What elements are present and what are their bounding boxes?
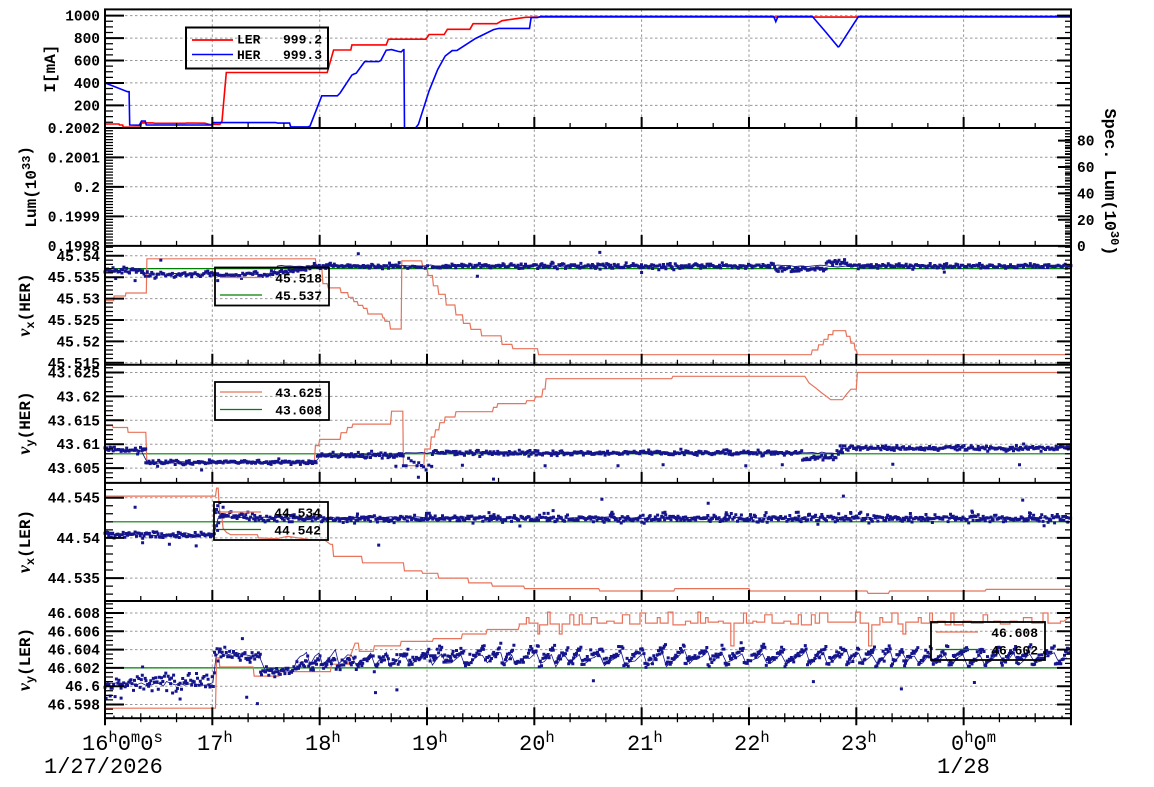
svg-text:45.535: 45.535 (48, 271, 100, 287)
svg-text:Spec. Lum(1030): Spec. Lum(1030) (1099, 108, 1121, 255)
svg-text:20: 20 (1077, 214, 1094, 230)
svg-text:LER: LER (237, 33, 261, 48)
svg-text:νx(LER): νx(LER) (14, 510, 38, 573)
svg-text:0.2: 0.2 (74, 181, 100, 197)
svg-text:45.54: 45.54 (56, 250, 100, 266)
svg-text:νy(LER): νy(LER) (14, 628, 38, 691)
svg-text:45.518: 45.518 (275, 271, 322, 286)
svg-text:46.604: 46.604 (48, 644, 101, 660)
svg-text:43.608: 43.608 (275, 403, 322, 418)
svg-text:45.52: 45.52 (56, 335, 100, 351)
svg-text:0.1999: 0.1999 (48, 210, 100, 226)
svg-text:44.545: 44.545 (48, 492, 100, 508)
svg-text:44.54: 44.54 (56, 532, 100, 548)
svg-text:45.515: 45.515 (48, 357, 100, 373)
svg-text:0.1998: 0.1998 (48, 240, 100, 256)
svg-text:43.605: 43.605 (48, 462, 100, 478)
svg-text:23h: 23h (841, 729, 877, 757)
svg-text:1/28: 1/28 (937, 755, 990, 780)
svg-text:46.598: 46.598 (48, 699, 100, 715)
svg-text:44.535: 44.535 (48, 572, 100, 588)
svg-text:44.534: 44.534 (274, 506, 321, 521)
svg-text:1/27/2026: 1/27/2026 (44, 755, 163, 780)
svg-text:1000: 1000 (65, 10, 100, 26)
svg-text:43.625: 43.625 (275, 386, 322, 401)
svg-text:400: 400 (74, 77, 100, 93)
svg-text:40: 40 (1077, 187, 1094, 203)
svg-text:0.2001: 0.2001 (48, 151, 101, 167)
svg-text:νx(HER): νx(HER) (14, 273, 38, 336)
svg-text:80: 80 (1077, 135, 1094, 151)
svg-text:45.537: 45.537 (275, 289, 322, 304)
svg-text:0: 0 (1077, 240, 1086, 256)
svg-text:800: 800 (74, 32, 100, 48)
svg-text:HER: HER (237, 48, 261, 63)
svg-text:60: 60 (1077, 161, 1094, 177)
svg-text:46.608: 46.608 (48, 607, 100, 623)
svg-text:17h: 17h (197, 729, 233, 757)
svg-text:999.3: 999.3 (283, 48, 322, 63)
svg-text:I[mA]: I[mA] (42, 45, 60, 93)
svg-text:43.62: 43.62 (56, 390, 100, 406)
svg-text:46.602: 46.602 (991, 643, 1038, 658)
svg-text:999.2: 999.2 (283, 33, 322, 48)
svg-text:νy(HER): νy(HER) (14, 391, 38, 454)
svg-text:43.61: 43.61 (56, 438, 100, 454)
svg-text:46.606: 46.606 (48, 625, 100, 641)
svg-text:45.525: 45.525 (48, 314, 100, 330)
svg-text:46.602: 46.602 (48, 662, 100, 678)
svg-text:0.2002: 0.2002 (48, 122, 100, 138)
svg-text:43.625: 43.625 (48, 367, 100, 383)
svg-text:46.608: 46.608 (991, 626, 1038, 641)
svg-text:44.542: 44.542 (274, 523, 321, 538)
svg-text:200: 200 (74, 99, 100, 115)
svg-text:600: 600 (74, 55, 100, 71)
svg-text:45.53: 45.53 (56, 293, 100, 309)
svg-text:46.6: 46.6 (65, 680, 100, 696)
svg-text:43.615: 43.615 (48, 414, 100, 430)
svg-text:16h0m0s: 16h0m0s (82, 729, 163, 757)
